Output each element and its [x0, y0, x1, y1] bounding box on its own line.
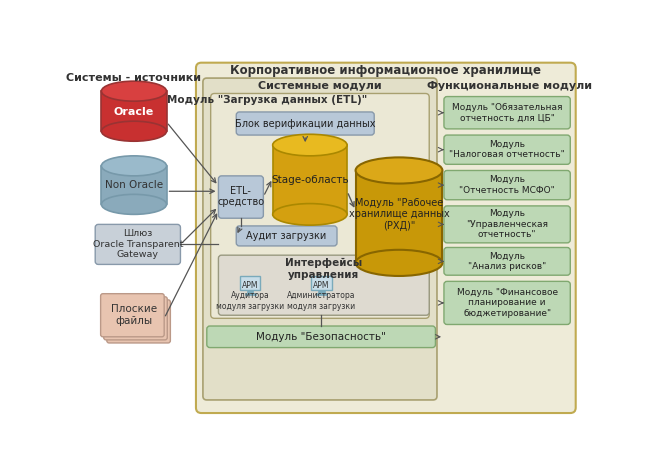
FancyBboxPatch shape — [444, 281, 570, 325]
Bar — [101, 91, 166, 131]
FancyBboxPatch shape — [196, 63, 576, 413]
Bar — [240, 276, 260, 290]
Text: Модуль
"Налоговая отчетность": Модуль "Налоговая отчетность" — [449, 140, 565, 159]
Ellipse shape — [273, 203, 347, 225]
FancyBboxPatch shape — [236, 226, 337, 246]
Bar — [273, 145, 347, 214]
FancyBboxPatch shape — [218, 255, 429, 315]
Text: Модуль
"Отчетность МСФО": Модуль "Отчетность МСФО" — [460, 175, 555, 195]
Ellipse shape — [101, 195, 166, 214]
Text: Системы - источники: Системы - источники — [66, 73, 202, 83]
FancyBboxPatch shape — [218, 176, 263, 218]
Text: АРМ
Администратора
модуля загрузки: АРМ Администратора модуля загрузки — [287, 281, 356, 311]
Ellipse shape — [101, 81, 166, 101]
Text: Плоские
файлы: Плоские файлы — [111, 304, 157, 326]
FancyBboxPatch shape — [444, 247, 570, 275]
FancyBboxPatch shape — [95, 224, 181, 264]
Text: Модуль "Финансовое
планирование и
бюджетирование": Модуль "Финансовое планирование и бюджет… — [456, 288, 558, 318]
Text: Модуль
"Управленческая
отчетность": Модуль "Управленческая отчетность" — [466, 210, 548, 239]
Ellipse shape — [101, 156, 166, 176]
FancyBboxPatch shape — [444, 206, 570, 243]
Bar — [247, 290, 254, 293]
Text: Системные модули: Системные модули — [258, 81, 382, 91]
Text: Stage-область: Stage-область — [271, 175, 348, 185]
Ellipse shape — [273, 134, 347, 156]
Text: Интерфейсы
управления: Интерфейсы управления — [285, 258, 363, 280]
Text: Oracle: Oracle — [114, 107, 154, 117]
Text: Корпоративное информационное хранилище: Корпоративное информационное хранилище — [230, 64, 541, 77]
Text: Модуль "Загрузка данных (ETL)": Модуль "Загрузка данных (ETL)" — [167, 96, 367, 106]
Text: Функциональные модули: Функциональные модули — [426, 81, 592, 91]
Text: Модуль "Обязательная
отчетность для ЦБ": Модуль "Обязательная отчетность для ЦБ" — [452, 103, 562, 122]
FancyBboxPatch shape — [203, 78, 437, 400]
Ellipse shape — [356, 157, 443, 184]
FancyBboxPatch shape — [104, 297, 167, 340]
Text: Модуль
"Анализ рисков": Модуль "Анализ рисков" — [468, 252, 546, 271]
FancyBboxPatch shape — [107, 300, 170, 343]
Text: Модуль "Безопасность": Модуль "Безопасность" — [256, 332, 385, 342]
Bar — [318, 290, 324, 293]
Text: Аудит загрузки: Аудит загрузки — [246, 231, 327, 241]
Text: ETL-
средство: ETL- средство — [217, 186, 265, 207]
Bar — [245, 293, 255, 295]
FancyBboxPatch shape — [444, 171, 570, 200]
FancyBboxPatch shape — [444, 97, 570, 129]
Bar — [356, 171, 443, 263]
FancyBboxPatch shape — [211, 93, 429, 318]
Text: Шлюз
Oracle Transparent
Gateway: Шлюз Oracle Transparent Gateway — [92, 229, 183, 260]
FancyBboxPatch shape — [236, 112, 374, 135]
Text: Модуль "Рабочее
хранилище данных
(РХД)": Модуль "Рабочее хранилище данных (РХД)" — [348, 198, 449, 231]
Ellipse shape — [356, 250, 443, 276]
Text: АРМ
Аудитора
модуля загрузки: АРМ Аудитора модуля загрузки — [216, 281, 284, 311]
Text: Блок верификации данных: Блок верификации данных — [235, 119, 376, 129]
FancyBboxPatch shape — [444, 135, 570, 164]
FancyBboxPatch shape — [101, 294, 164, 337]
FancyBboxPatch shape — [207, 326, 436, 348]
Ellipse shape — [101, 121, 166, 141]
Bar — [101, 166, 166, 204]
Bar — [316, 293, 327, 295]
Text: Non Oracle: Non Oracle — [105, 180, 163, 190]
Bar — [311, 276, 332, 290]
